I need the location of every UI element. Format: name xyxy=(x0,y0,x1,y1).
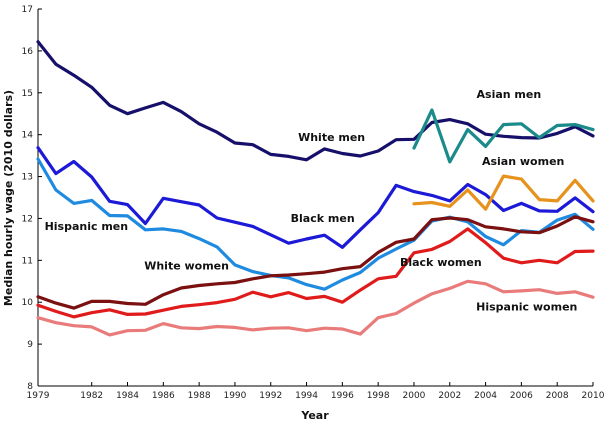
series-line-white-men xyxy=(36,40,595,162)
y-ticks: 8 9 10 11 12 13 14 15 16 17 xyxy=(22,5,42,392)
series-lines xyxy=(36,40,595,337)
series-label-black-women: Black women xyxy=(400,256,482,269)
x-tick-label: 1986 xyxy=(152,391,175,401)
series-labels: White men Asian men Black men Asian women Hi… xyxy=(45,88,578,314)
series-line-black-women xyxy=(36,227,595,319)
y-tick-label: 16 xyxy=(22,47,34,57)
y-axis-title: Median hourly wage (2010 dollars) xyxy=(2,90,15,306)
x-axis-title: Year xyxy=(300,409,329,422)
x-tick-label: 2000 xyxy=(403,391,426,401)
y-tick-label: 15 xyxy=(22,89,33,99)
x-tick-label: 2010 xyxy=(582,391,605,401)
series-line-white-women xyxy=(36,215,595,310)
x-ticks: 1979 1982 1984 1986 1988 1990 1992 1994 1996 1998… xyxy=(27,382,605,401)
x-tick-label: 1992 xyxy=(259,391,282,401)
y-tick-label: 12 xyxy=(22,214,33,224)
x-tick-label: 1998 xyxy=(367,391,390,401)
series-label-white-women: White women xyxy=(144,260,229,273)
x-tick-label: 1979 xyxy=(27,391,50,401)
series-label-hispanic-women: Hispanic women xyxy=(476,301,577,314)
series-label-hispanic-men: Hispanic men xyxy=(45,220,129,233)
x-tick-label: 1990 xyxy=(223,391,246,401)
series-label-asian-women: Asian women xyxy=(482,155,564,168)
y-tick-label: 11 xyxy=(22,256,33,266)
y-tick-label: 8 xyxy=(27,382,33,392)
y-tick-label: 13 xyxy=(22,173,33,183)
x-tick-label: 2006 xyxy=(510,391,533,401)
x-tick-label: 1988 xyxy=(188,391,211,401)
x-tick-label: 2002 xyxy=(438,391,461,401)
x-tick-label: 1994 xyxy=(295,391,318,401)
y-tick-label: 10 xyxy=(22,298,34,308)
series-line-black-men xyxy=(36,146,595,249)
series-label-black-men: Black men xyxy=(291,212,355,225)
x-tick-label: 1984 xyxy=(116,391,139,401)
y-tick-label: 14 xyxy=(22,131,34,141)
x-tick-label: 1982 xyxy=(80,391,103,401)
x-tick-label: 1996 xyxy=(331,391,354,401)
series-line-asian-men xyxy=(412,108,595,164)
series-line-asian-women xyxy=(412,174,595,211)
series-line-hispanic-women xyxy=(36,279,595,337)
axes xyxy=(37,9,593,387)
series-label-asian-men: Asian men xyxy=(477,88,542,101)
x-tick-label: 2004 xyxy=(474,391,497,401)
series-line-hispanic-men xyxy=(36,157,595,291)
y-tick-label: 9 xyxy=(27,340,33,350)
y-tick-label: 17 xyxy=(22,5,33,15)
series-label-white-men: White men xyxy=(298,131,365,144)
x-tick-label: 2008 xyxy=(546,391,569,401)
